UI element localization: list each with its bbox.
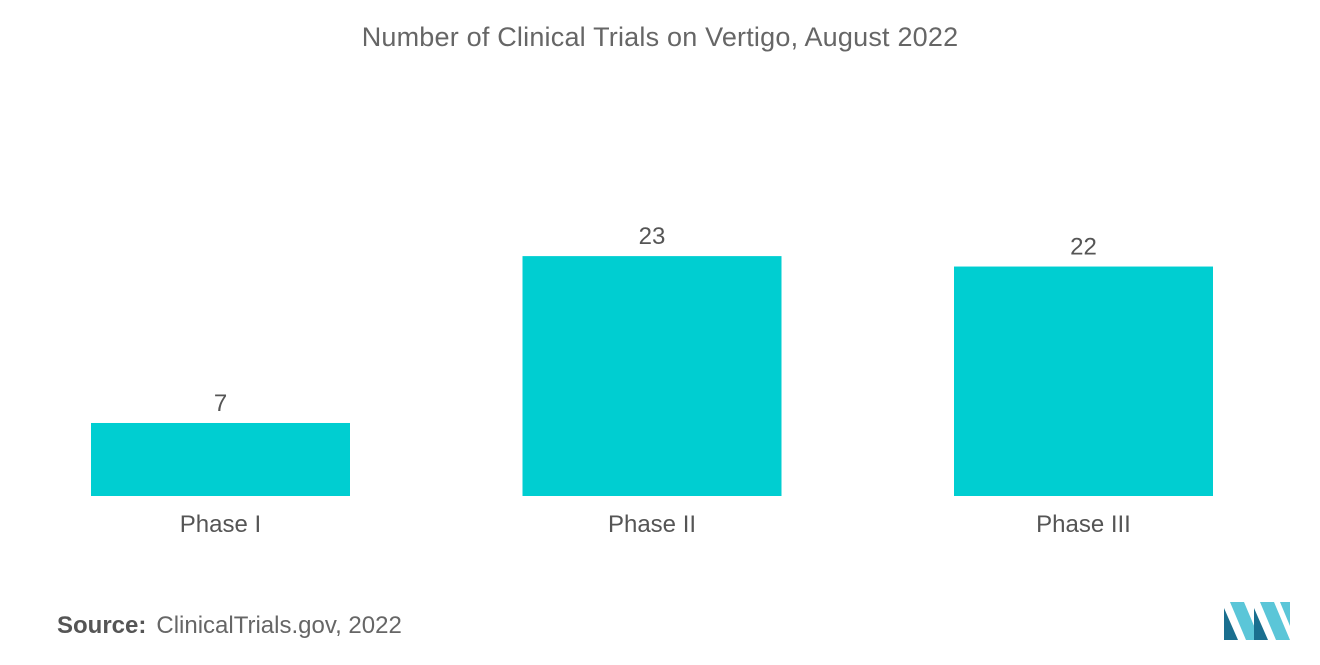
- x-tick-label: Phase III: [1036, 511, 1131, 538]
- chart-title: Number of Clinical Trials on Vertigo, Au…: [361, 22, 959, 52]
- x-tick-label: Phase II: [608, 511, 696, 538]
- data-label: 7: [214, 390, 227, 417]
- source-text: ClinicalTrials.gov, 2022: [156, 612, 402, 639]
- bar-chart: 7 Phase I 23 Phase II 22 Phase III: [91, 223, 1213, 538]
- x-tick-label: Phase I: [180, 511, 261, 538]
- bar-phase-ii: [522, 256, 782, 496]
- source-label: Source:: [57, 612, 147, 639]
- bar-phase-iii: [954, 266, 1213, 496]
- data-label: 22: [1070, 234, 1097, 261]
- source-note: Source: ClinicalTrials.gov, 2022: [57, 612, 402, 640]
- mordor-intelligence-logo-icon: [1224, 602, 1290, 640]
- data-label: 23: [639, 223, 666, 250]
- bar-phase-i: [91, 422, 350, 496]
